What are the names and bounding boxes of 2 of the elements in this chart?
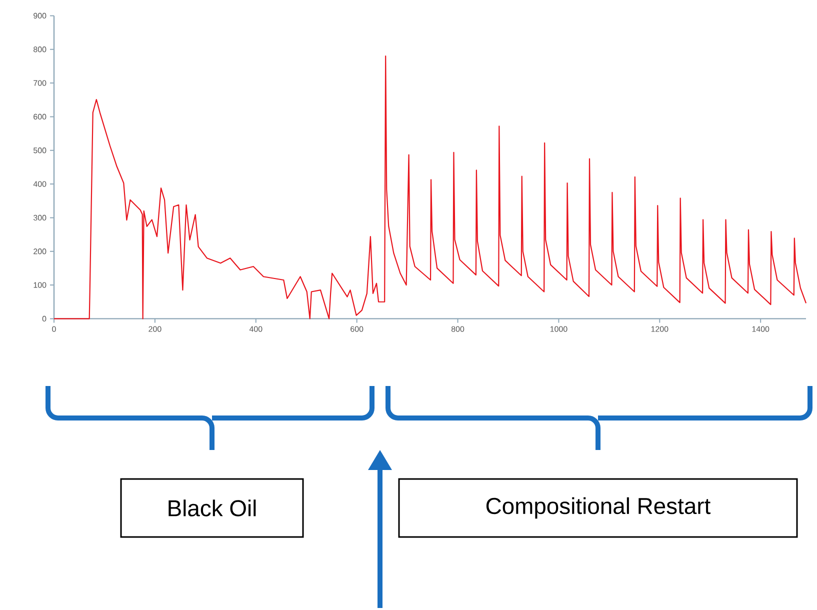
text: Compositional Restart [486,497,710,518]
text: Black Oil [168,499,256,516]
